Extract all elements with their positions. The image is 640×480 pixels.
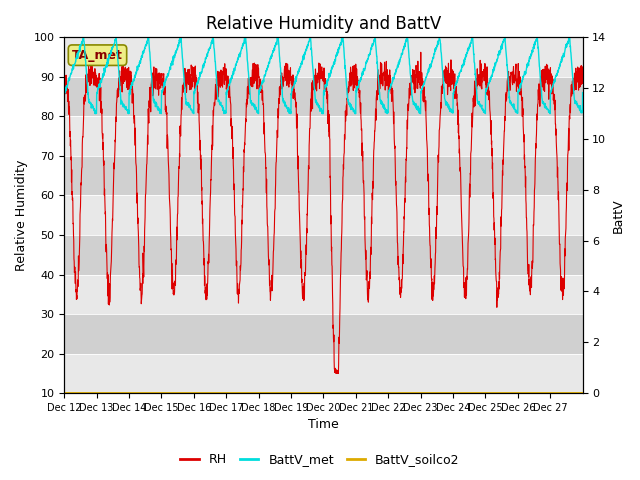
Title: Relative Humidity and BattV: Relative Humidity and BattV [206, 15, 441, 33]
Text: TA_met: TA_met [72, 48, 123, 62]
Bar [64, 195, 582, 235]
X-axis label: Time: Time [308, 419, 339, 432]
Bar [64, 235, 582, 275]
Bar [64, 156, 582, 195]
Bar [64, 354, 582, 393]
Bar [64, 37, 582, 77]
Y-axis label: Relative Humidity: Relative Humidity [15, 159, 28, 271]
Bar [64, 116, 582, 156]
Legend: RH, BattV_met, BattV_soilco2: RH, BattV_met, BattV_soilco2 [175, 448, 465, 471]
Bar [64, 314, 582, 354]
Bar [64, 77, 582, 116]
Bar [64, 275, 582, 314]
Y-axis label: BattV: BattV [612, 198, 625, 232]
